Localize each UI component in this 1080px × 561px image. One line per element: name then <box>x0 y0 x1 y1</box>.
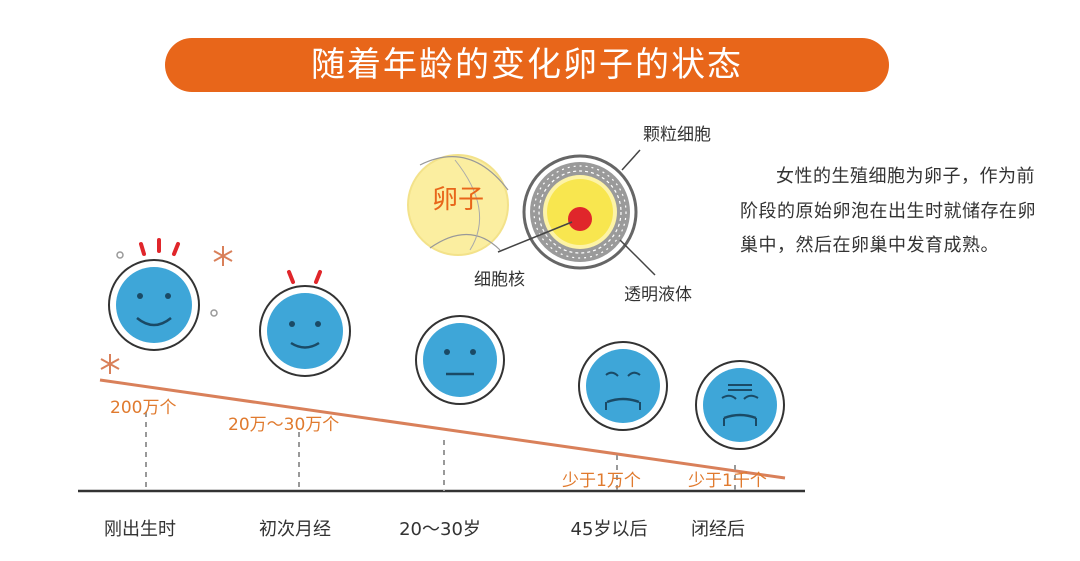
count-label-45: 少于1万个 <box>562 471 641 491</box>
fluid-label: 透明液体 <box>624 285 692 305</box>
count-label-menopause: 少于1千个 <box>688 471 767 491</box>
count-label-birth: 200万个 <box>110 398 176 418</box>
face-neutral <box>415 315 505 405</box>
face-worried <box>578 341 668 431</box>
stage-label-birth: 刚出生时 <box>104 519 176 540</box>
stage-label-menopause: 闭经后 <box>691 519 745 540</box>
decline-line <box>99 378 786 480</box>
nucleus-label: 细胞核 <box>474 270 525 290</box>
face-happy <box>259 285 351 377</box>
title-banner: 随着年龄的变化卵子的状态 <box>165 38 889 92</box>
face-very-happy <box>108 259 200 351</box>
page-title: 随着年龄的变化卵子的状态 <box>311 45 743 85</box>
granulosa-label: 颗粒细胞 <box>643 125 711 145</box>
face-distressed <box>695 360 785 450</box>
count-label-menarche: 20万～30万个 <box>228 415 339 435</box>
egg-label: 卵子 <box>432 185 484 215</box>
sparkle-decor <box>100 238 322 374</box>
egg-closeup: 卵子 <box>407 154 509 256</box>
description-text: 女性的生殖细胞为卵子，作为前阶段的原始卵泡在出生时就储存在卵巢中，然后在卵巢中发… <box>740 166 1036 256</box>
stage-label-menarche: 初次月经 <box>259 519 331 540</box>
stage-label-45: 45岁以后 <box>571 519 648 540</box>
stage-label-20-30: 20～30岁 <box>399 519 481 540</box>
follicle-diagram: 颗粒细胞 细胞核 透明液体 <box>474 125 711 305</box>
